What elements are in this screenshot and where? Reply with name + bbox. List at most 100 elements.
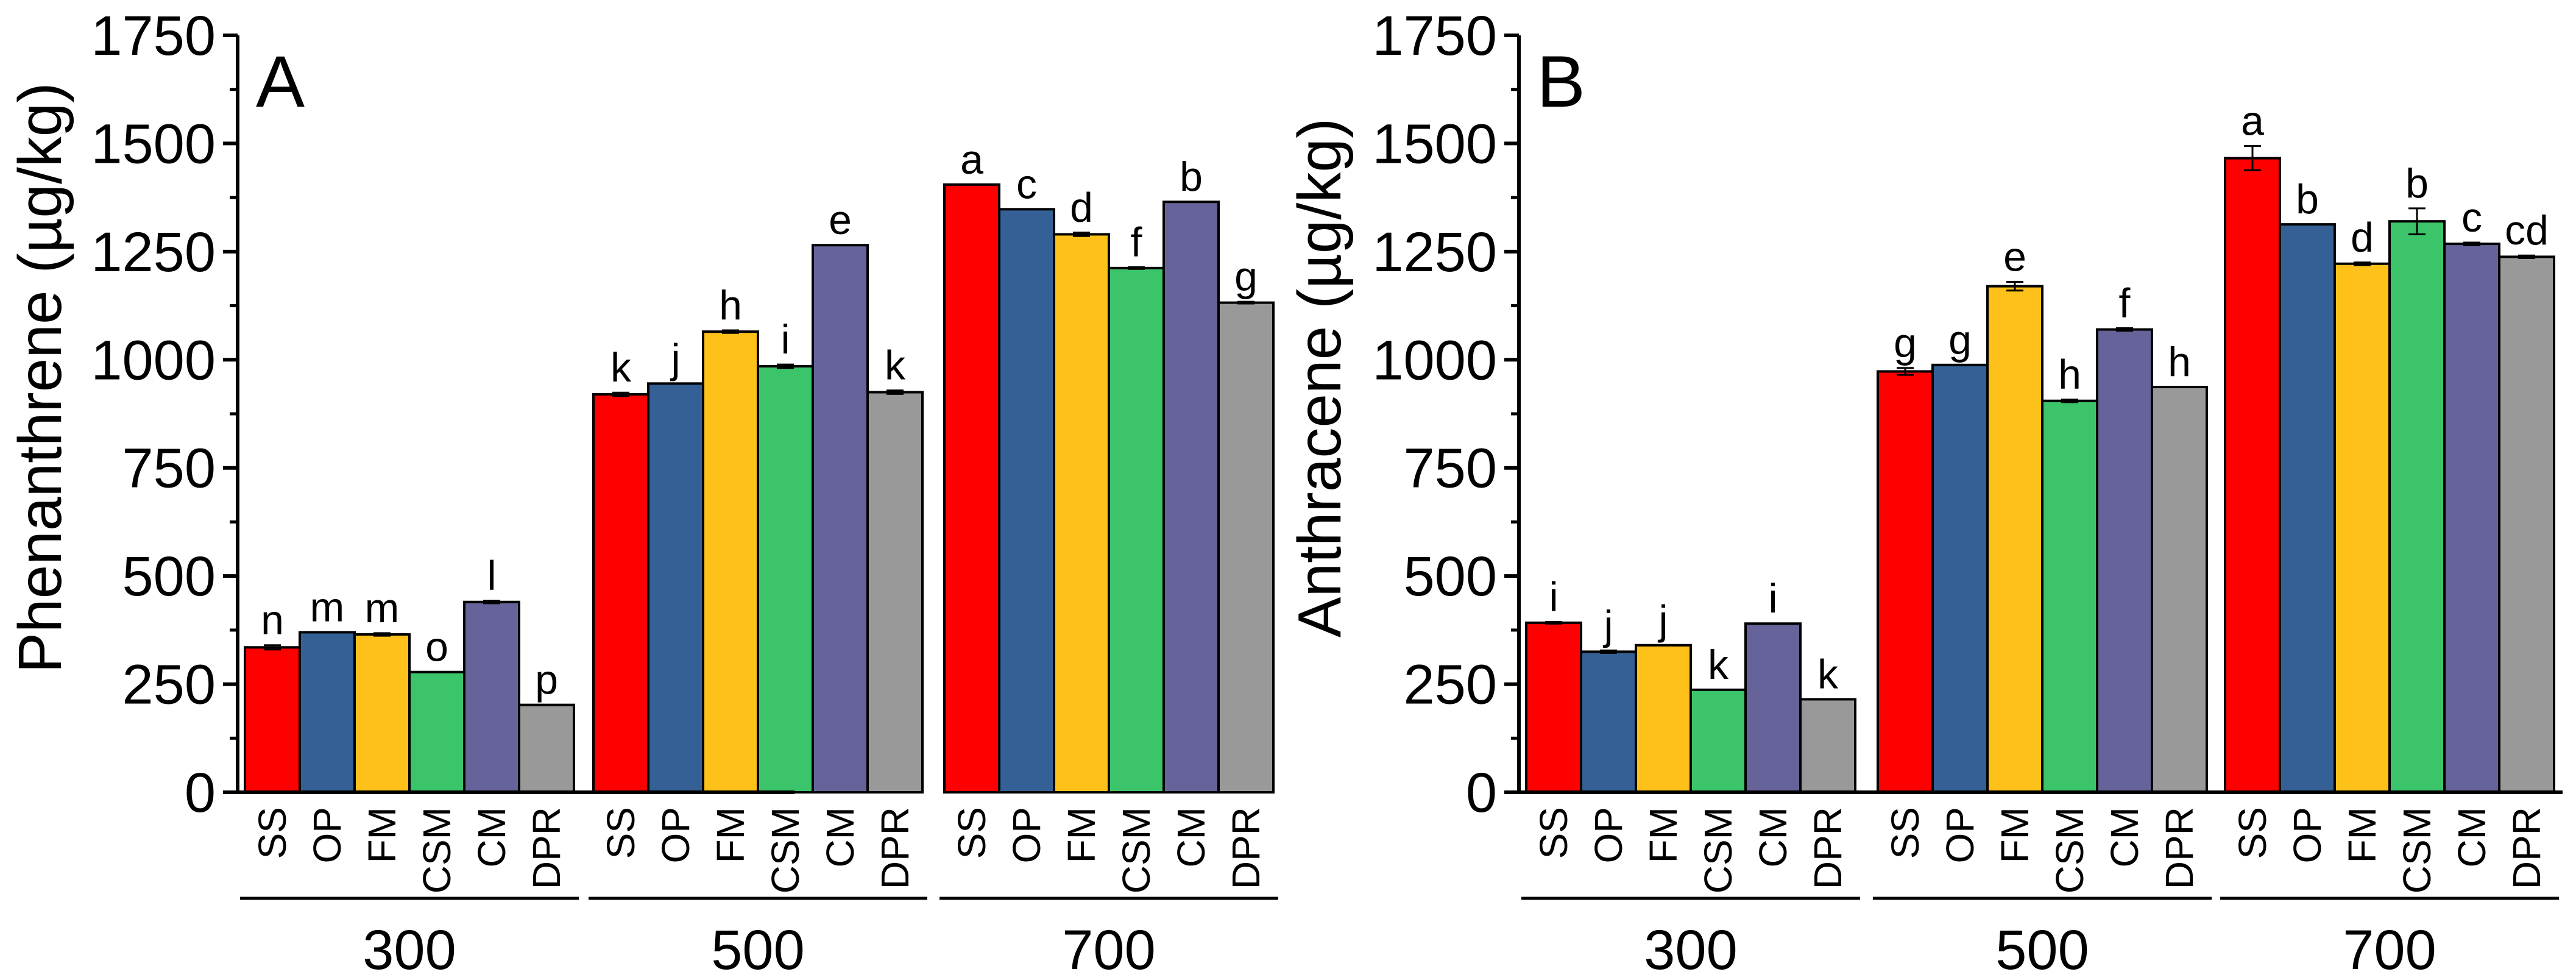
panel-a-bar-500-dpr [866,391,924,794]
panel-b-category-label-500-cm: CM [2103,807,2146,868]
panel-a-category-label-500-op: OP [654,807,698,863]
panel-b-sig-letter-500-op: g [1948,317,1972,363]
panel-a-bar-700-dpr [1217,301,1275,794]
panel-a-category-label-700-op: OP [1005,807,1049,863]
panel-b-sig-letter-700-op: b [2296,176,2319,222]
panel-b-category-label-700-cm: CM [2450,807,2494,868]
panel-b-bar-300-op [1580,650,1637,794]
panel-a-sig-letter-500-op: j [670,335,680,382]
panel-a-y-tick-label: 1750 [91,5,216,67]
panel-b-bar-500-dpr [2151,385,2208,794]
panel-a-y-tick-label: 0 [185,762,216,824]
panel-a-category-label-300-ss: SS [250,807,294,859]
panel-b-bar-700-dpr [2498,255,2555,794]
panel-b-bar-700-fm [2334,262,2391,794]
panel-b-y-tick-label: 1500 [1372,113,1497,175]
panel-a-bar-300-fm [353,633,411,794]
panel-b-sig-letter-500-cm: f [2119,280,2131,326]
panel-b-sig-letter-500-fm: e [2003,234,2026,280]
panel-b-category-label-500-dpr: DPR [2157,807,2201,889]
panel-a-bar-700-cm [1162,201,1220,794]
panel-a-category-label-500-csm: CSM [763,807,807,893]
panel-a-category-label-500-dpr: DPR [873,807,917,889]
panel-a-category-label-500-cm: CM [818,807,862,868]
panel-a-sig-letter-700-op: c [1016,161,1037,207]
panel-a-y-axis-title: Phenanthrene (µg/kg) [6,82,74,673]
panel-a-category-label-700-ss: SS [950,807,994,859]
panel-b-y-axis-title: Anthracene (µg/kg) [1286,118,1354,638]
panel-a-sig-letter-700-ss: a [960,137,983,183]
panel-a-group-label-300: 300 [363,919,456,980]
panel-a-sig-letter-300-fm: m [365,585,400,631]
panel-a-category-label-700-csm: CSM [1114,807,1158,893]
panel-a-sig-letter-500-csm: i [780,316,790,363]
panel-a-sig-letter-300-cm: l [487,553,496,599]
panel-a-bar-700-ss [943,183,1000,794]
panel-b-y-tick-label: 500 [1404,545,1498,608]
panel-a-bar-500-op [647,382,704,794]
panel-a-sig-letter-500-dpr: k [885,343,906,389]
panel-b-category-label-500-ss: SS [1883,807,1927,859]
panel-b-bar-700-csm [2388,220,2446,794]
panel-b-bar-700-op [2279,223,2336,794]
panel-a-category-label-300-csm: CSM [415,807,459,893]
panel-b-category-label-500-fm: FM [1993,807,2037,863]
panel-b-y-tick-label: 1250 [1372,221,1497,283]
panel-b-category-label-700-dpr: DPR [2505,807,2549,889]
panel-a-y-tick-label: 500 [122,545,216,608]
panel-a-category-label-500-ss: SS [599,807,643,859]
panel-a-category-label-300-cm: CM [470,807,514,868]
panel-b-sig-letter-700-fm: d [2351,215,2374,261]
panel-b-sig-letter-300-fm: j [1657,597,1668,644]
panel-a-bar-500-cm [812,244,869,794]
panel-a-bar-500-fm [702,330,759,794]
panel-b-category-label-700-op: OP [2285,807,2329,863]
panel-a-sig-letter-300-op: m [310,584,345,630]
panel-a-sig-letter-700-dpr: g [1234,254,1258,300]
panel-b-category-label-500-op: OP [1938,807,1982,863]
panel-b-category-label-500-csm: CSM [2048,807,2092,893]
panel-b-category-label-300-ss: SS [1532,807,1576,859]
panel-b-y-tick-label: 750 [1404,438,1498,500]
panel-a-bar-300-op [299,631,356,794]
panel-a-sig-letter-700-cm: b [1180,154,1203,200]
panel-b-group-label-700: 700 [2343,919,2436,980]
panel-a-category-label-300-dpr: DPR [525,807,568,889]
panel-b-bar-300-csm [1690,688,1747,794]
panel-a-y-tick-label: 1500 [91,113,216,175]
panel-b-sig-letter-700-ss: a [2241,98,2264,144]
panel-a-bar-300-dpr [518,703,575,794]
panel-a-bar-500-csm [757,364,814,794]
panel-b-sig-letter-300-ss: i [1549,573,1558,620]
panel-b-bar-300-dpr [1799,698,1856,794]
panel-b-category-label-300-op: OP [1587,807,1630,863]
panel-a-label: A [256,41,305,122]
panel-a-y-tick-label: 1000 [91,329,216,391]
panel-a-category-label-700-dpr: DPR [1224,807,1268,889]
panel-b-bar-500-csm [2041,399,2098,794]
panel-b-y-tick-label: 1750 [1372,5,1497,67]
panel-a-group-label-500: 500 [711,919,805,980]
panel-b-sig-letter-500-dpr: h [2168,339,2191,385]
panel-b-sig-letter-300-cm: i [1768,575,1777,622]
panel-b-bar-500-op [1931,363,1989,794]
panel-b-bar-500-fm [1986,285,2043,794]
panel-b-group-label-300: 300 [1644,919,1738,980]
panel-b-bar-700-cm [2443,243,2500,794]
panel-a-sig-letter-300-ss: n [261,597,284,644]
panel-b-y-tick-label: 250 [1404,654,1498,716]
panel-b-sig-letter-500-csm: h [2058,352,2081,398]
panel-a-bar-700-fm [1053,233,1110,794]
panel-b-bar-500-ss [1877,370,1934,794]
panel-a-category-label-700-fm: FM [1060,807,1103,863]
panel-a-category-label-700-cm: CM [1169,807,1213,868]
panel-a-bar-700-csm [1108,266,1165,794]
panel-b-category-label-300-fm: FM [1641,807,1685,863]
panel-b-category-label-700-fm: FM [2340,807,2384,863]
panel-b-sig-letter-700-csm: b [2405,160,2429,207]
panel-a-bar-300-ss [244,646,301,794]
panel-b-bar-300-cm [1744,622,1802,794]
